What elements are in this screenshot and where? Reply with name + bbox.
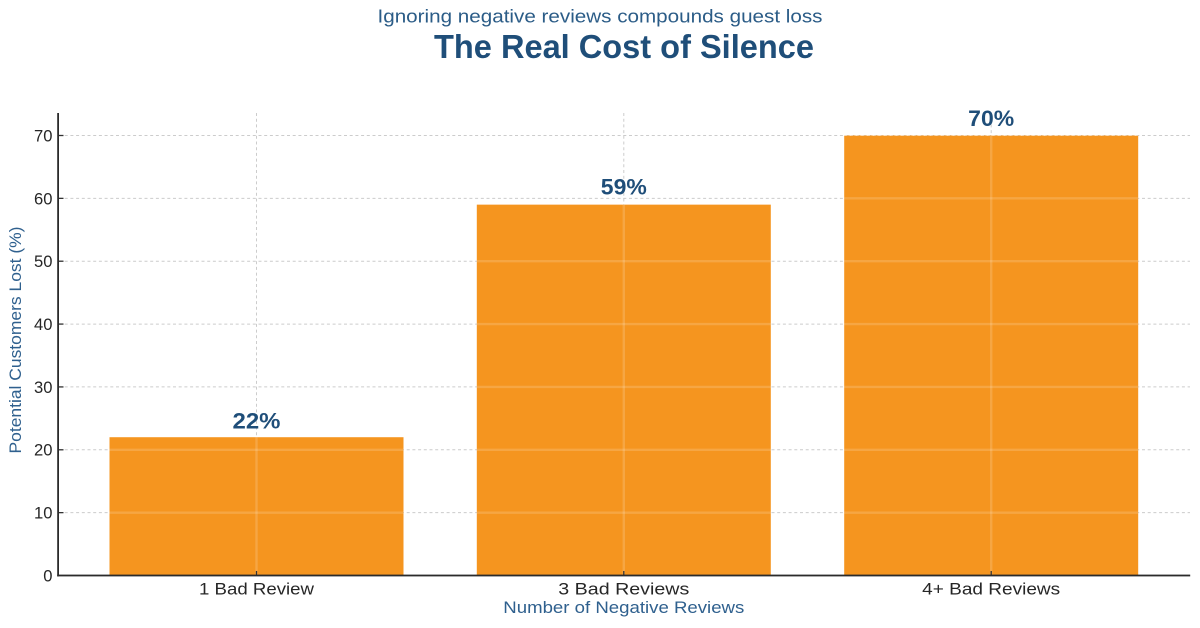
svg-text:0: 0 xyxy=(43,566,52,585)
svg-text:The Real Cost of Silence: The Real Cost of Silence xyxy=(434,28,814,65)
svg-text:40: 40 xyxy=(34,315,52,334)
svg-text:Potential Customers Lost (%): Potential Customers Lost (%) xyxy=(6,227,25,454)
svg-text:59%: 59% xyxy=(601,174,647,199)
svg-text:30: 30 xyxy=(34,378,52,397)
svg-text:70%: 70% xyxy=(968,106,1014,131)
svg-text:50: 50 xyxy=(34,252,52,271)
svg-text:Ignoring negative reviews comp: Ignoring negative reviews compounds gues… xyxy=(378,6,823,27)
svg-text:1 Bad Review: 1 Bad Review xyxy=(199,580,315,599)
svg-text:Number of Negative Reviews: Number of Negative Reviews xyxy=(503,598,744,617)
svg-text:3 Bad Reviews: 3 Bad Reviews xyxy=(558,580,689,599)
svg-text:10: 10 xyxy=(34,504,52,523)
svg-text:20: 20 xyxy=(34,441,52,460)
svg-text:60: 60 xyxy=(34,189,52,208)
svg-text:22%: 22% xyxy=(233,408,281,433)
svg-text:4+ Bad Reviews: 4+ Bad Reviews xyxy=(922,580,1060,599)
svg-text:70: 70 xyxy=(34,126,52,145)
